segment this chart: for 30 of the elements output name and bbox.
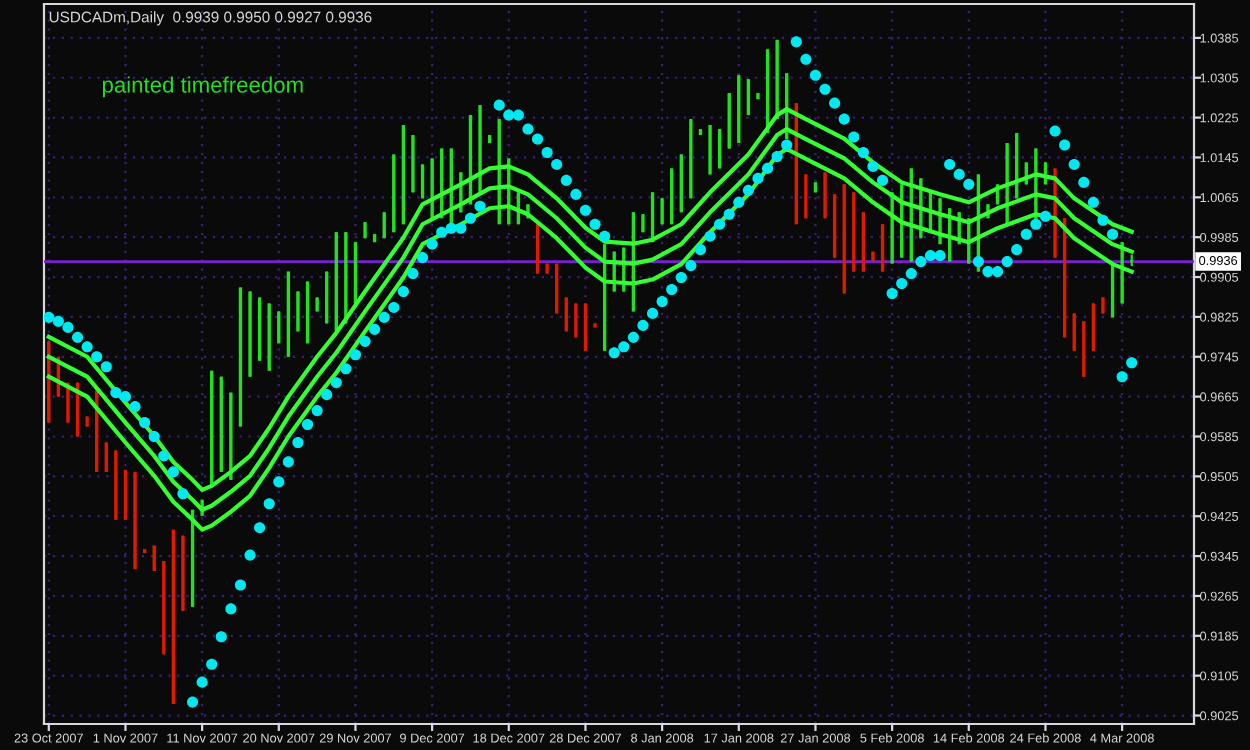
candlestick — [880, 223, 885, 273]
candlestick — [564, 296, 568, 333]
candlestick — [717, 127, 722, 170]
candlestick — [1072, 312, 1076, 352]
candlestick — [181, 534, 185, 612]
candlestick — [756, 92, 760, 101]
candlestick — [133, 470, 137, 571]
candlestick — [871, 250, 875, 263]
candlestick — [641, 213, 645, 234]
candlestick — [660, 197, 664, 226]
candlestick — [593, 322, 597, 329]
candlestick — [411, 133, 415, 194]
candlestick — [708, 123, 712, 176]
candlestick — [277, 310, 281, 345]
candlestick — [420, 163, 425, 200]
candlestick — [66, 381, 70, 424]
candlestick — [583, 302, 588, 352]
candlestick — [804, 173, 808, 220]
candlestick — [296, 290, 300, 333]
candlestick — [746, 78, 751, 117]
candlestick — [823, 171, 827, 220]
candlestick — [1091, 302, 1096, 352]
candlestick — [104, 441, 108, 473]
candlestick — [1101, 296, 1105, 315]
candlestick — [248, 290, 252, 378]
candlestick — [363, 221, 367, 240]
annotation: painted timefreedom — [102, 76, 303, 98]
candlestick — [382, 211, 386, 240]
candlestick — [574, 302, 578, 339]
candlestick — [478, 104, 482, 194]
